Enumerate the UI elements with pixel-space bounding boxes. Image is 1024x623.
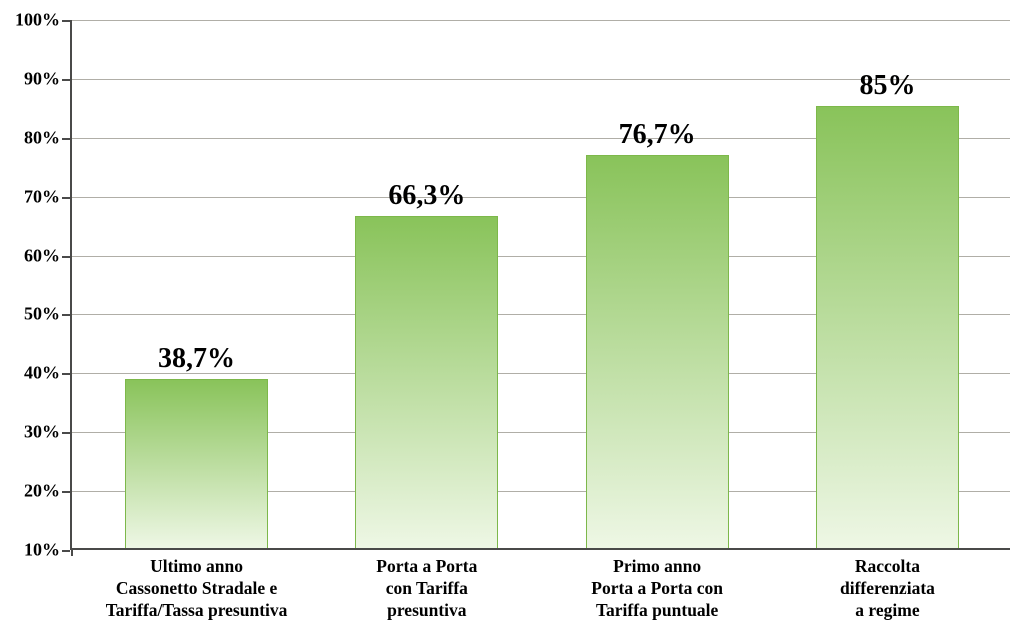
x-axis-category-label: Porta a Portacon Tariffapresuntiva <box>327 556 527 622</box>
bar-value-label: 85% <box>859 70 915 102</box>
gridline <box>72 20 1010 21</box>
y-tick <box>62 79 70 81</box>
plot-area: 10%20%30%40%50%60%70%80%90%100%38,7%Ulti… <box>70 20 1010 550</box>
y-axis-label: 60% <box>24 245 60 266</box>
y-axis-label: 80% <box>24 127 60 148</box>
y-tick <box>62 138 70 140</box>
y-axis-label: 20% <box>24 481 60 502</box>
bar <box>355 216 498 548</box>
y-axis-label: 30% <box>24 422 60 443</box>
y-axis-label: 100% <box>15 10 60 31</box>
bar <box>125 379 268 548</box>
y-tick <box>62 373 70 375</box>
y-axis-label: 50% <box>24 304 60 325</box>
y-tick <box>62 314 70 316</box>
x-axis-category-label: Raccoltadifferenziataa regime <box>797 556 977 622</box>
bar-chart: 10% 20% 30% 40% 50% 60% 70% 80% 90% 100% 38,7% Ulti… <box>0 0 1024 623</box>
bar <box>816 106 959 548</box>
y-tick <box>62 550 70 552</box>
y-axis-label: 70% <box>24 186 60 207</box>
bar-value-label: 76,7% <box>619 119 696 151</box>
bar-value-label: 66,3% <box>388 180 465 212</box>
y-axis-label: 40% <box>24 363 60 384</box>
bar <box>586 155 729 548</box>
x-axis-category-label: Ultimo annoCassonetto Stradale eTariffa/… <box>82 556 312 622</box>
y-axis-label: 10% <box>24 540 60 561</box>
x-axis-category-label: Primo annoPorta a Porta conTariffa puntu… <box>552 556 762 622</box>
y-axis-label: 90% <box>24 68 60 89</box>
y-tick <box>62 491 70 493</box>
bar-value-label: 38,7% <box>158 343 235 375</box>
x-origin-tick <box>71 548 73 556</box>
y-tick <box>62 432 70 434</box>
y-tick <box>62 197 70 199</box>
y-tick <box>62 20 70 22</box>
y-tick <box>62 256 70 258</box>
